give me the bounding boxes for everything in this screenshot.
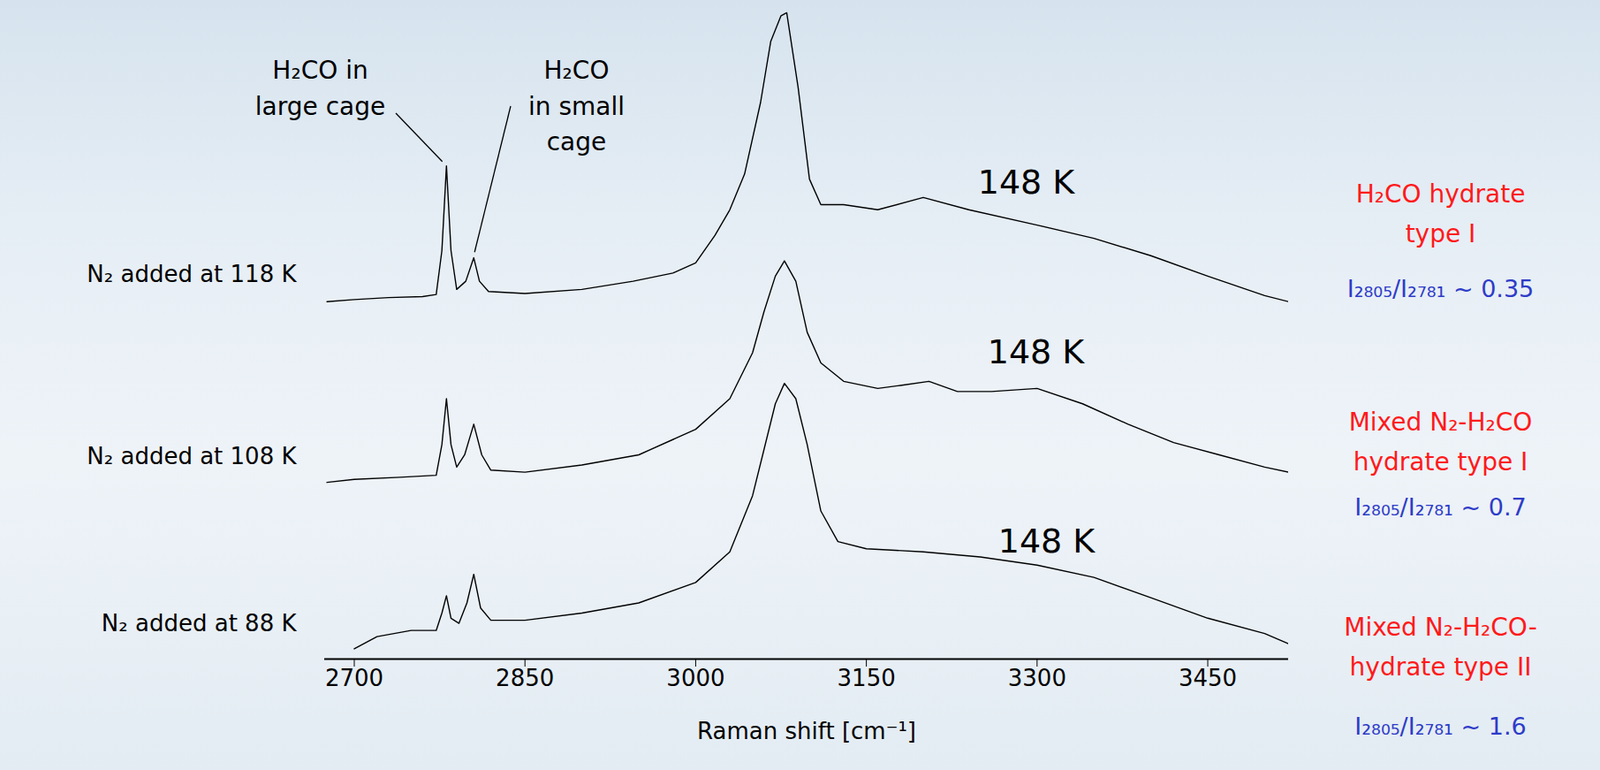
svg-text:3150: 3150 bbox=[837, 664, 896, 691]
svg-text:N₂ added at 118 K: N₂ added at 118 K bbox=[86, 260, 297, 288]
svg-text:H₂CO inlarge cage: H₂CO inlarge cage bbox=[255, 55, 386, 122]
svg-text:Mixed N₂-H₂COhydrate type I: Mixed N₂-H₂COhydrate type I bbox=[1349, 407, 1533, 477]
svg-text:I₂₈₀₅/I₂₇₈₁ ~ 0.35: I₂₈₀₅/I₂₇₈₁ ~ 0.35 bbox=[1347, 274, 1535, 303]
svg-text:H₂COin smallcage: H₂COin smallcage bbox=[528, 55, 625, 157]
svg-text:3000: 3000 bbox=[666, 664, 725, 691]
svg-text:2850: 2850 bbox=[495, 664, 554, 691]
svg-text:148 K: 148 K bbox=[987, 332, 1086, 372]
svg-text:N₂ added at 88 K: N₂ added at 88 K bbox=[101, 609, 298, 637]
svg-text:N₂ added at 108 K: N₂ added at 108 K bbox=[86, 442, 297, 470]
svg-text:Mixed N₂-H₂CO-hydrate type II: Mixed N₂-H₂CO-hydrate type II bbox=[1343, 612, 1538, 682]
svg-text:148 K: 148 K bbox=[978, 162, 1077, 202]
svg-text:3300: 3300 bbox=[1008, 664, 1067, 691]
svg-text:I₂₈₀₅/I₂₇₈₁ ~ 1.6: I₂₈₀₅/I₂₇₈₁ ~ 1.6 bbox=[1354, 712, 1526, 740]
svg-text:I₂₈₀₅/I₂₇₈₁ ~ 0.7: I₂₈₀₅/I₂₇₈₁ ~ 0.7 bbox=[1354, 492, 1526, 521]
svg-text:H₂CO hydratetype I: H₂CO hydratetype I bbox=[1356, 179, 1526, 249]
svg-text:148 K: 148 K bbox=[998, 521, 1097, 561]
svg-text:2700: 2700 bbox=[325, 664, 384, 691]
svg-text:Raman shift [cm⁻¹]: Raman shift [cm⁻¹] bbox=[697, 717, 917, 744]
svg-text:3450: 3450 bbox=[1178, 664, 1237, 691]
